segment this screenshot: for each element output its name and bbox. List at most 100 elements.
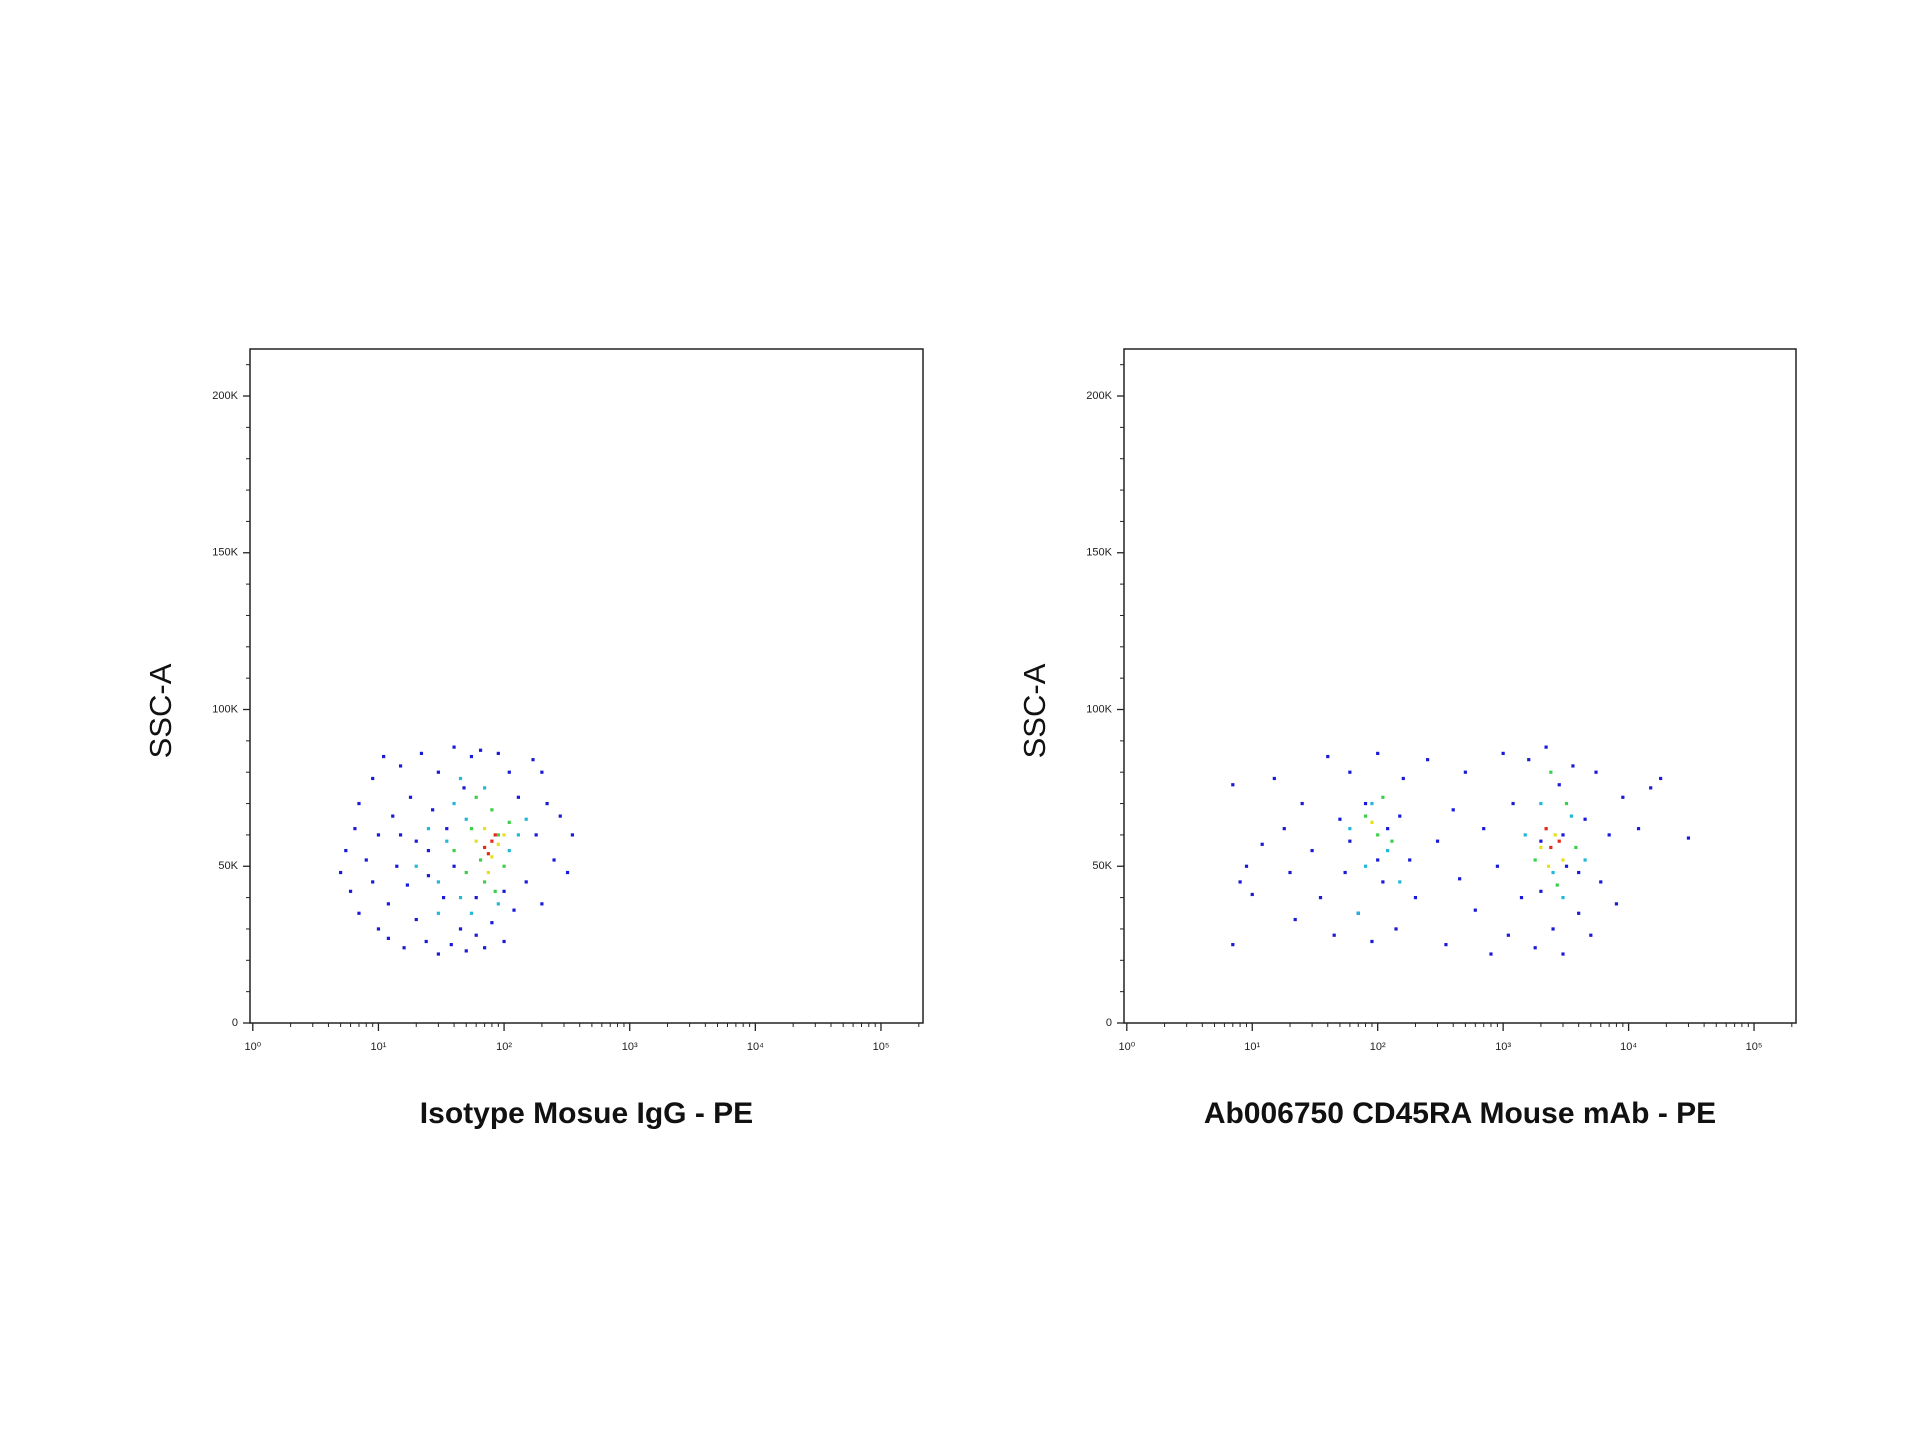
event-dot	[507, 770, 511, 774]
event-dot	[1594, 770, 1598, 774]
event-dot	[1426, 758, 1430, 762]
event-dot	[1356, 911, 1360, 915]
event-dot	[357, 911, 361, 915]
event-dot	[1348, 827, 1352, 831]
event-dot	[414, 864, 418, 868]
event-dot	[478, 858, 483, 862]
event-dot	[426, 827, 431, 831]
event-dot	[348, 889, 353, 893]
event-dot	[458, 776, 463, 781]
event-dot	[1348, 770, 1352, 774]
event-dot	[1539, 839, 1543, 843]
y-tick-label: 50K	[218, 860, 238, 872]
event-dot	[1564, 864, 1569, 868]
event-dot	[376, 927, 381, 931]
event-dot	[1495, 864, 1500, 868]
event-dot	[502, 939, 506, 944]
event-dot	[524, 817, 528, 821]
y-tick-label: 50K	[1092, 860, 1112, 872]
event-dot	[1501, 751, 1505, 755]
event-dot	[1549, 770, 1553, 774]
event-dot	[1250, 892, 1254, 897]
event-dot	[1577, 911, 1581, 915]
event-dot	[1370, 820, 1374, 824]
event-dot	[1511, 801, 1515, 806]
event-dot	[1363, 864, 1368, 868]
event-dot	[376, 833, 381, 837]
event-dot	[1244, 864, 1249, 868]
event-dot	[452, 801, 456, 806]
x-tick-label: 10³	[622, 1041, 638, 1053]
event-dot	[441, 896, 446, 900]
event-dot	[1413, 896, 1418, 900]
event-dot	[1381, 795, 1385, 799]
event-dot	[1599, 880, 1603, 884]
event-dot	[452, 745, 456, 749]
event-dot	[490, 921, 494, 925]
event-dot	[540, 770, 544, 774]
event-dot	[1564, 801, 1569, 806]
event-dot	[1293, 917, 1297, 922]
event-dot	[1376, 751, 1380, 755]
event-dot	[1659, 776, 1663, 781]
event-dot	[1561, 833, 1565, 837]
event-dot	[1370, 939, 1374, 944]
event-dot	[1583, 858, 1587, 862]
y-tick-label: 150K	[1086, 547, 1112, 559]
event-dot	[516, 833, 520, 837]
event-dot	[1539, 889, 1543, 893]
event-dot	[502, 864, 506, 868]
y-tick-label: 200K	[212, 390, 238, 402]
event-dot	[1386, 848, 1390, 853]
event-dot	[1458, 877, 1462, 881]
event-dot	[462, 786, 466, 790]
event-dot	[1621, 795, 1625, 799]
event-dot	[464, 949, 468, 953]
event-dot	[398, 833, 403, 837]
event-dot	[414, 917, 418, 922]
event-dot	[1577, 870, 1581, 875]
event-dot	[1519, 896, 1524, 900]
event-dot	[1574, 845, 1578, 850]
event-dot	[1555, 883, 1559, 887]
event-dot	[1523, 833, 1527, 837]
event-dot	[474, 933, 478, 937]
event-dot	[1539, 845, 1543, 850]
event-dot	[483, 845, 487, 850]
x-tick-label: 10³	[1495, 1041, 1511, 1053]
x-tick-label: 10⁰	[244, 1041, 261, 1053]
x-tick-label: 10⁵	[1746, 1041, 1763, 1053]
event-dot	[431, 808, 435, 812]
event-dot	[1332, 933, 1336, 937]
event-dot	[357, 801, 361, 806]
event-dot	[452, 848, 456, 853]
event-dot	[1318, 896, 1323, 900]
event-dot	[1338, 817, 1342, 821]
event-dot	[1482, 827, 1486, 831]
event-dot	[1553, 833, 1557, 837]
event-dot	[478, 748, 483, 752]
x-tick-label: 10²	[1370, 1041, 1386, 1053]
event-dot	[426, 848, 431, 853]
event-dot	[570, 833, 575, 837]
event-dot	[1569, 814, 1573, 818]
event-dot	[486, 870, 490, 875]
y-tick-label: 100K	[1086, 703, 1112, 715]
event-dot	[1551, 927, 1555, 931]
x-axis-label: Isotype Mosue IgG - PE	[420, 1097, 753, 1130]
event-dot	[1260, 842, 1264, 846]
event-dot	[1546, 864, 1551, 868]
event-dot	[1544, 745, 1548, 749]
event-dot	[1348, 839, 1352, 843]
event-dot	[424, 939, 428, 944]
flow-plot: 0 50K 100K 150K 200K 10⁰ 10¹ 10² 10³ 10⁴ 10⁵ SSC-A A…	[1017, 348, 1797, 1130]
event-dot	[1300, 801, 1304, 806]
event-dot	[445, 839, 449, 843]
event-dot	[469, 754, 474, 759]
event-dot	[458, 896, 463, 900]
event-dot	[1398, 880, 1402, 884]
event-dot	[1435, 839, 1440, 843]
event-dot	[1506, 933, 1510, 937]
x-tick-label: 10⁵	[873, 1041, 890, 1053]
event-dot	[386, 902, 390, 906]
